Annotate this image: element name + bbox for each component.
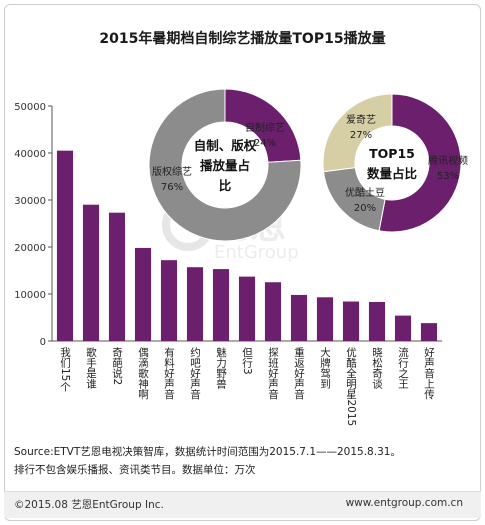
x-tick-label: 优酷全明星2015: [345, 346, 357, 426]
slice-label: 自制综艺: [245, 121, 285, 134]
bar: [134, 247, 152, 341]
slice-percent: 20%: [354, 203, 376, 214]
donut-hole: [183, 123, 267, 207]
source-note: Source:ETVT艺恩电视决策智库，数据统计时间范围为2015.7.1——2…: [14, 443, 474, 479]
bar: [316, 297, 334, 341]
slice-percent: 27%: [350, 130, 372, 141]
y-tick-label: 50000: [14, 102, 46, 113]
footer-website[interactable]: www.entgroup.com.cn: [345, 497, 463, 509]
x-tick-label: 好声音上传: [423, 347, 435, 400]
bar: [108, 212, 126, 341]
footer-copyright: ©2015.08 艺恩EntGroup Inc.: [14, 499, 164, 511]
y-tick-label: 30000: [14, 196, 46, 207]
x-tick-label: 探班好声音: [267, 346, 279, 400]
x-tick-label: 大牌驾到: [319, 346, 331, 389]
donut-center-label: 自制、版权: [194, 138, 257, 153]
donut-center-label: 比: [219, 178, 232, 193]
donut-slice: [378, 93, 462, 233]
bar: [264, 282, 282, 341]
y-tick-label: 20000: [14, 243, 46, 254]
bar: [186, 267, 204, 341]
bar: [368, 301, 386, 341]
slice-label: 腾讯视频: [428, 154, 468, 167]
bar: [212, 269, 230, 341]
x-tick-label: 流行之王: [397, 346, 409, 389]
bar-series: [56, 150, 438, 341]
x-tick-label: 重返好声音: [293, 346, 305, 400]
x-tick-label: 奇葩说2: [111, 346, 123, 385]
slice-label: 版权综艺: [152, 165, 192, 178]
slice-percent: 24%: [254, 138, 276, 149]
x-tick-label: 晓松奇谈: [371, 347, 383, 390]
bar: [160, 260, 178, 341]
chart-title: 2015年暑期档自制综艺播放量TOP15播放量: [99, 31, 386, 47]
donut-slice: [148, 88, 302, 242]
y-tick-label: 40000: [14, 149, 46, 160]
bar: [56, 150, 74, 341]
x-tick-label: 约吧好声音: [189, 346, 201, 400]
donut-slice: [322, 93, 393, 173]
bar: [82, 204, 100, 341]
donut-center-label: 数量占比: [366, 166, 418, 181]
x-tick-label: 歌手是谁: [85, 346, 97, 389]
watermark-en: EntGroup: [214, 242, 299, 263]
donut-center-label: TOP15: [369, 146, 415, 161]
bar: [394, 315, 412, 341]
x-tick-label: 但行3: [241, 347, 253, 375]
slice-label: 爱奇艺: [346, 113, 376, 126]
y-tick-label: 0: [40, 337, 46, 348]
donut-top15-share: 腾讯视频 53% 优酷土豆 20% 爱奇艺 27% TOP15 数量占比: [322, 93, 468, 233]
slice-label: 优酷土豆: [345, 186, 385, 199]
x-tick-label: 有料好声音: [163, 346, 175, 400]
note-text: 排行不包含娱乐播报、资讯类节目。数据单位：万次: [14, 464, 256, 476]
donut-hole: [356, 127, 428, 199]
x-tick-label: 魅力野兽: [215, 346, 227, 390]
bar: [420, 323, 438, 341]
x-tick-labels: 我们15个 歌手是谁 奇葩说2 偶滴歌神啊 有料好声音 约吧好声音 魅力野兽 但行3 探班好声音…: [59, 346, 435, 426]
footer-bar: [4, 491, 481, 518]
bar: [238, 276, 256, 341]
slice-percent: 53%: [437, 171, 459, 182]
x-tick-label: 偶滴歌神啊: [137, 346, 149, 400]
bar: [342, 301, 360, 341]
y-tick-label: 10000: [14, 290, 46, 301]
source-text: Source:ETVT艺恩电视决策智库，数据统计时间范围为2015.7.1——2…: [14, 446, 401, 458]
bar: [290, 294, 308, 341]
slice-percent: 76%: [161, 182, 183, 193]
donut-center-label: 播放量占: [200, 158, 250, 173]
x-tick-label: 我们15个: [59, 347, 71, 392]
